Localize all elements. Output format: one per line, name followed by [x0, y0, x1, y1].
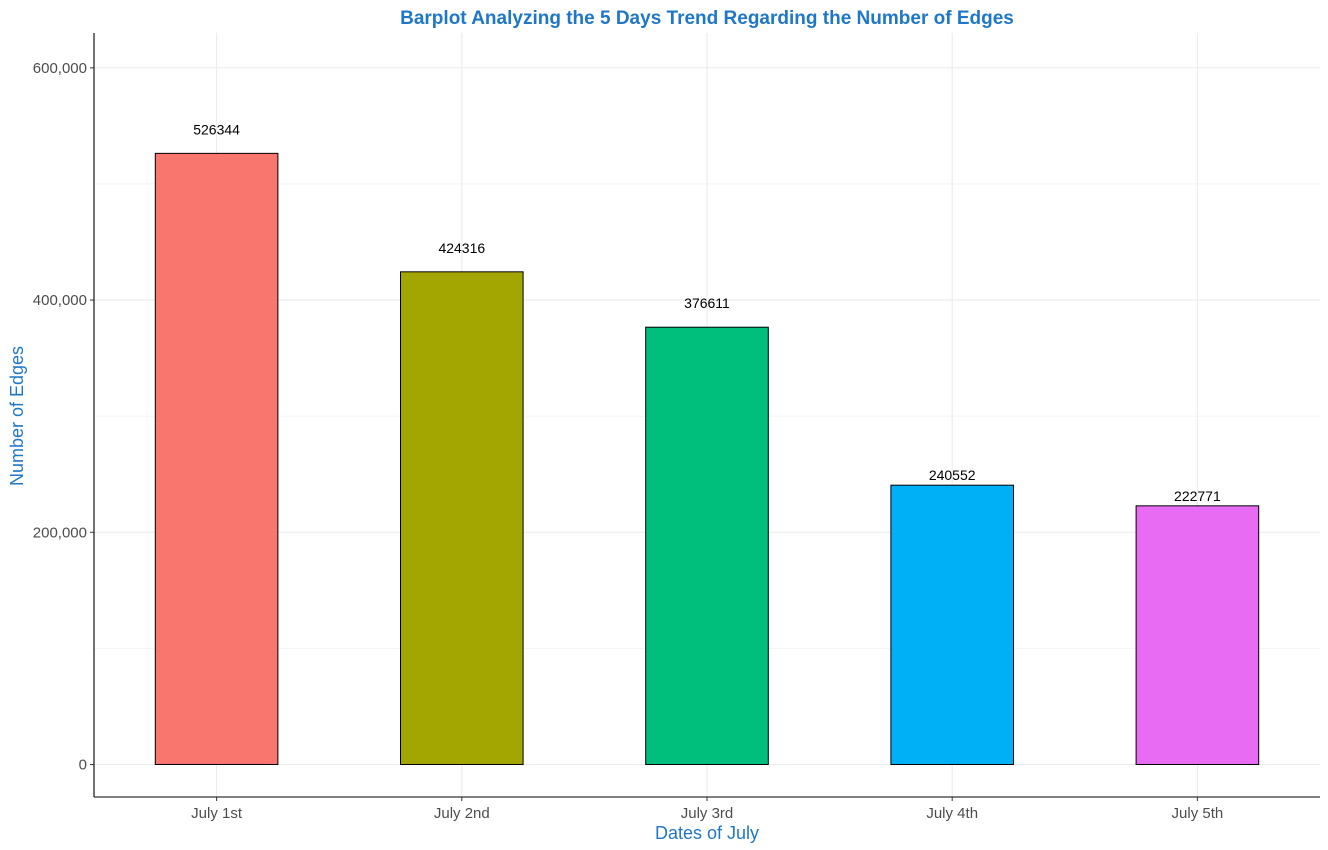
bar-value-label: 240552 — [929, 467, 976, 483]
x-axis-ticks: July 1st July 2nd July 3rd July 4th July 5th — [191, 797, 1223, 822]
y-tick-label: 0 — [79, 756, 87, 773]
chart-title: Barplot Analyzing the 5 Days Trend Regar… — [400, 8, 1014, 29]
bar — [1135, 505, 1260, 765]
bar — [890, 484, 1015, 765]
y-tick-label: 200,000 — [33, 524, 87, 541]
y-tick-label: 600,000 — [33, 60, 87, 77]
bar-value-label: 526344 — [193, 121, 240, 137]
x-axis-title: Dates of July — [655, 823, 759, 843]
bar — [400, 271, 524, 765]
x-tick-label: July 4th — [926, 805, 978, 822]
bars — [154, 152, 1260, 765]
x-tick-label: July 1st — [191, 805, 243, 822]
x-tick-label: July 3rd — [681, 805, 734, 822]
data-labels: 526344 424316 376611 240552 222771 — [193, 121, 1221, 503]
x-tick-label: July 5th — [1172, 805, 1224, 822]
y-axis-ticks: 0 200,000 400,000 600,000 — [33, 60, 94, 773]
bar-value-label: 222771 — [1174, 488, 1221, 504]
bar — [154, 152, 279, 765]
y-tick-label: 400,000 — [33, 292, 87, 309]
bar — [645, 326, 769, 765]
y-axis-title: Number of Edges — [7, 346, 27, 486]
x-tick-label: July 2nd — [434, 805, 490, 822]
bar-value-label: 424316 — [438, 240, 485, 256]
bar-value-label: 376611 — [684, 295, 730, 311]
